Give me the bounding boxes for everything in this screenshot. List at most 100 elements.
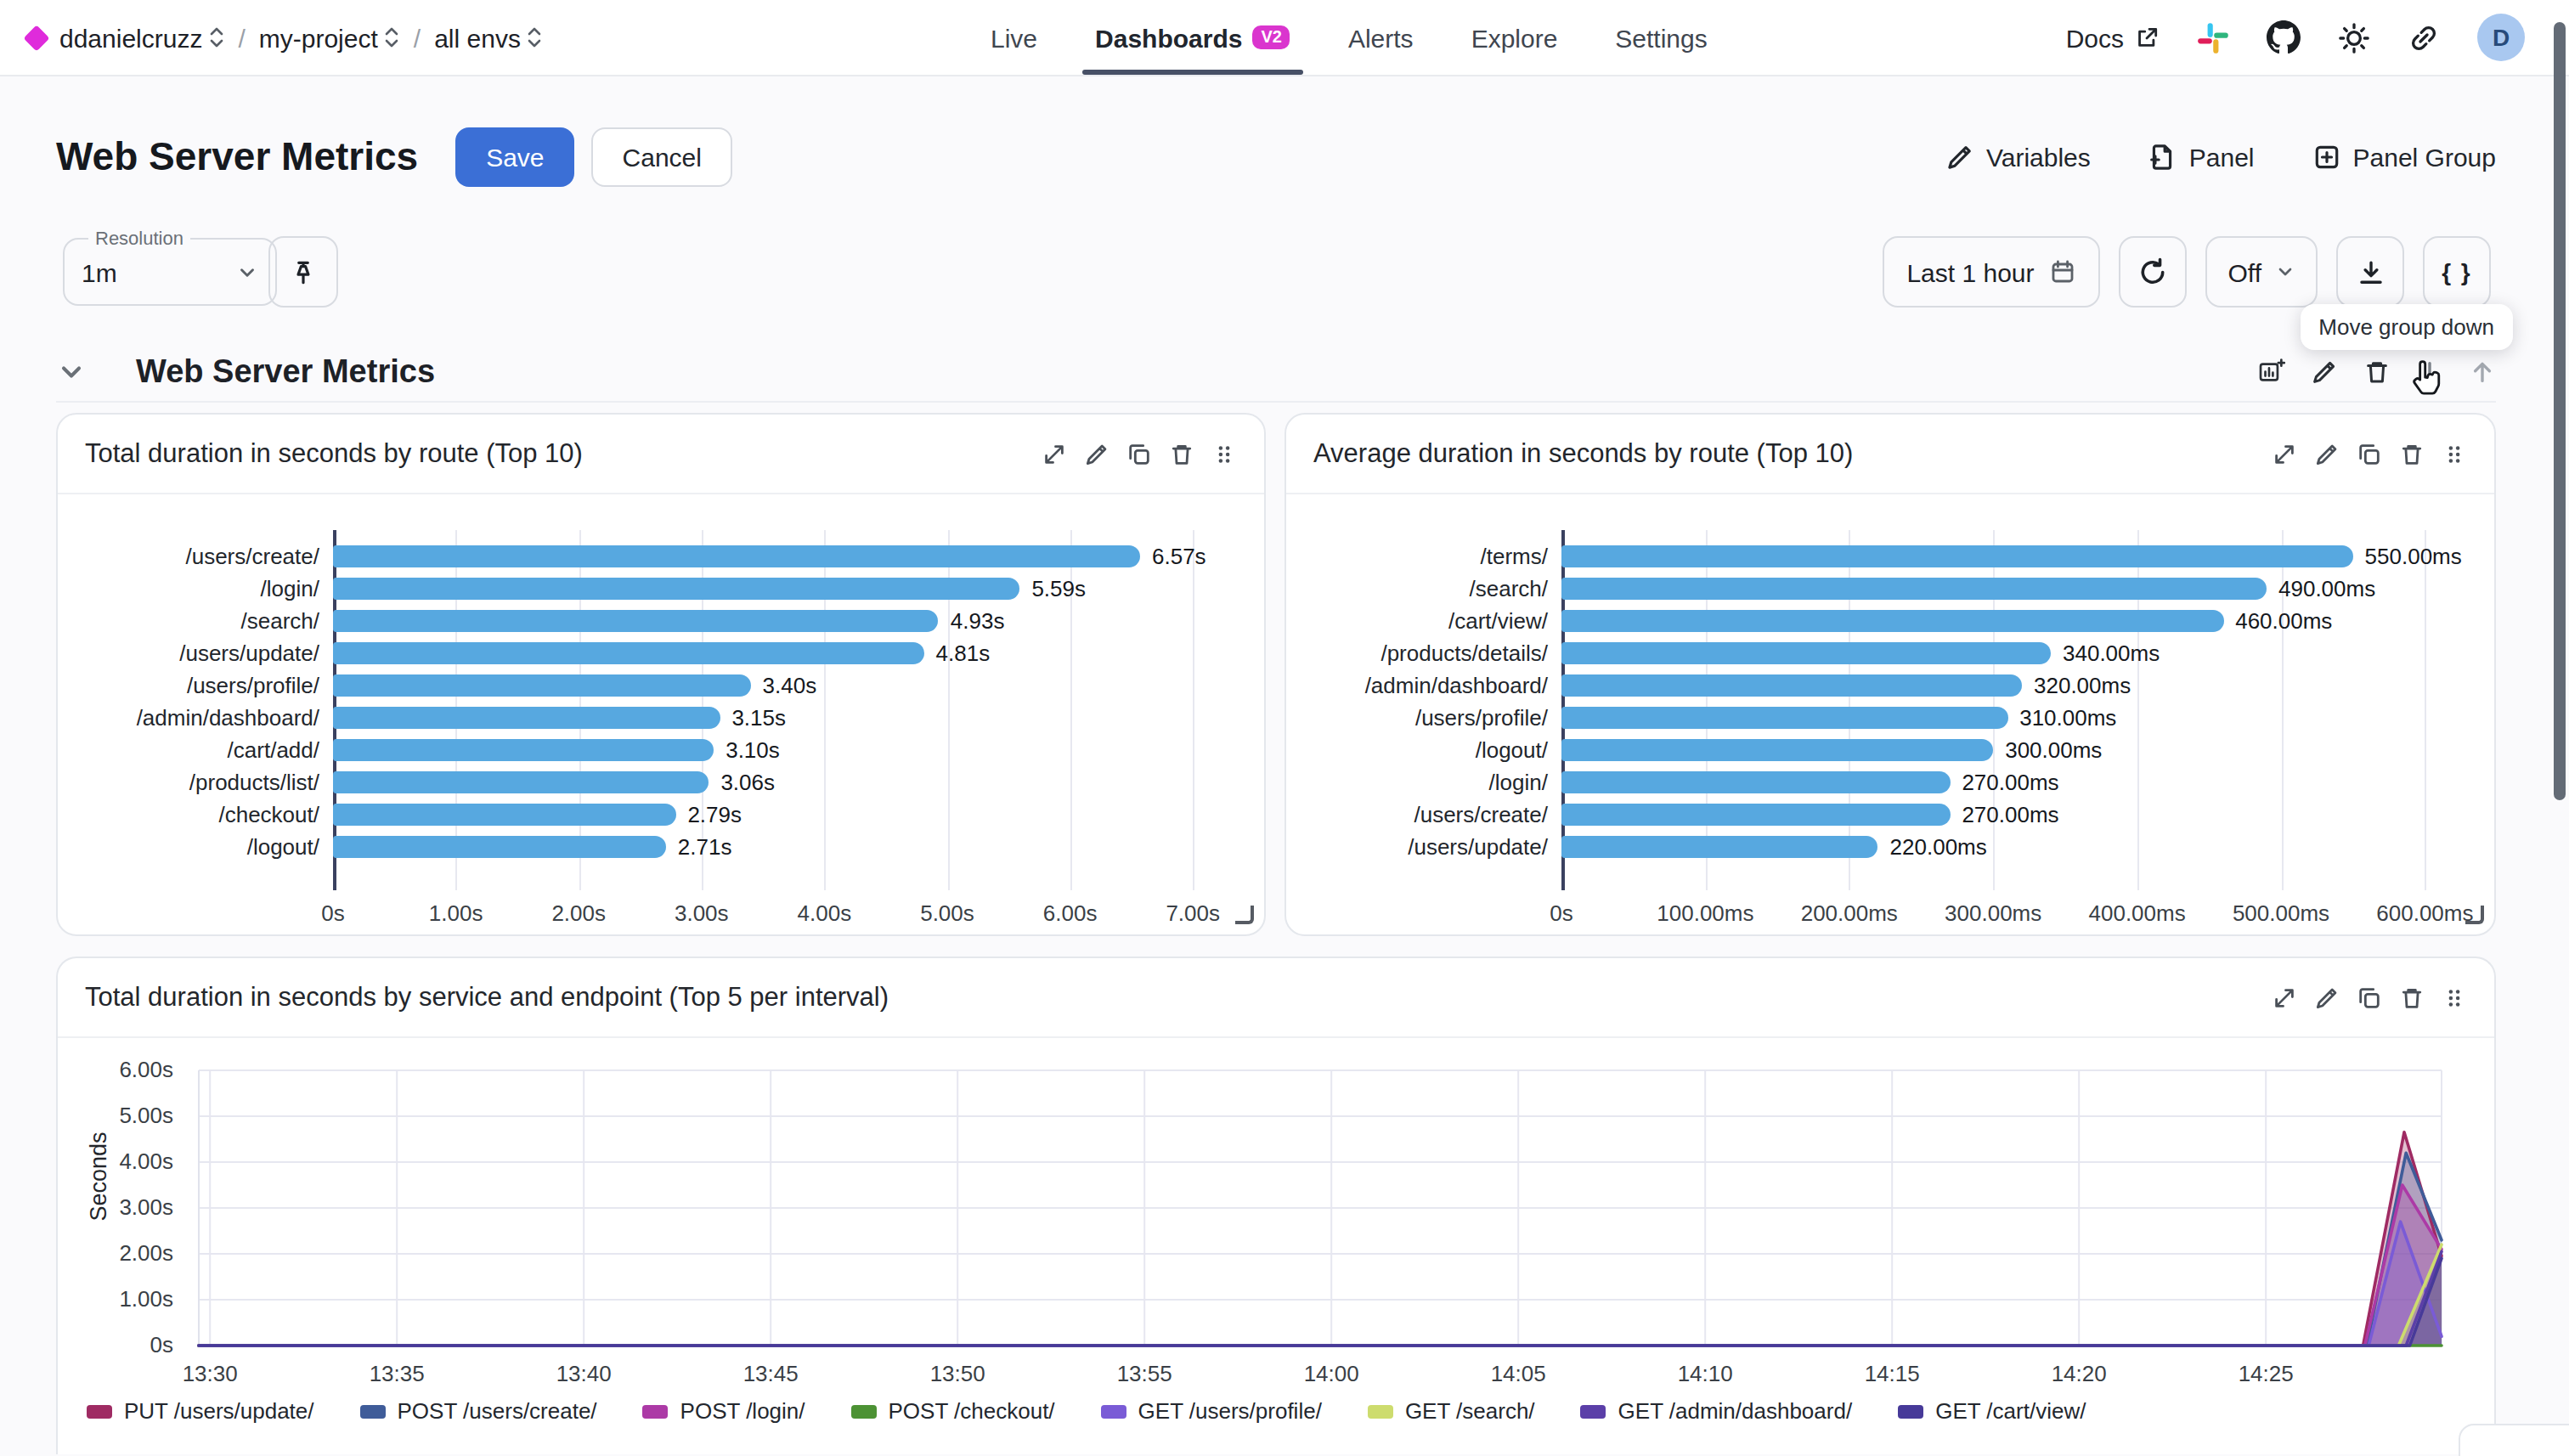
auto-refresh-select[interactable]: Off [2206, 236, 2318, 308]
bar[interactable] [1561, 642, 2051, 664]
delete-icon[interactable] [2363, 358, 2391, 386]
bar-row: /checkout/ 2.79s [58, 799, 1264, 831]
bar-row: /users/create/ 270.00ms [1286, 799, 2494, 831]
panel-group-button[interactable]: Panel Group [2312, 142, 2496, 171]
delete-icon[interactable] [2399, 441, 2425, 466]
bar[interactable] [333, 707, 720, 729]
bar[interactable] [333, 771, 709, 793]
duplicate-icon[interactable] [2357, 985, 2382, 1010]
panel-actions [2272, 985, 2467, 1010]
bar-track: 270.00ms [1561, 799, 2494, 831]
x-tick-label: 14:05 [1491, 1361, 1546, 1386]
env-selector[interactable]: all envs [434, 23, 543, 52]
legend-swatch [360, 1404, 386, 1418]
legend-item[interactable]: GET /search/ [1368, 1398, 1535, 1424]
panel-resize-handle[interactable] [2465, 906, 2484, 924]
scroll-corner [2459, 1424, 2569, 1456]
legend-item[interactable]: GET /admin/dashboard/ [1581, 1398, 1853, 1424]
expand-icon[interactable] [2272, 985, 2297, 1010]
legend-item[interactable]: PUT /users/update/ [87, 1398, 314, 1424]
expand-icon[interactable] [1042, 441, 1067, 466]
app-logo-icon[interactable] [23, 24, 49, 50]
y-tick-label: 2.00s [58, 1240, 173, 1266]
bar[interactable] [333, 804, 675, 826]
move-down-icon[interactable] [2416, 358, 2443, 386]
move-up-icon [2469, 358, 2496, 386]
legend-item[interactable]: POST /login/ [643, 1398, 805, 1424]
x-tick-label: 14:15 [1865, 1361, 1920, 1386]
pin-button[interactable] [268, 236, 338, 308]
docs-label: Docs [2066, 23, 2124, 52]
legend-item[interactable]: GET /users/profile/ [1101, 1398, 1322, 1424]
x-tick-label: 0s [321, 900, 344, 926]
time-range-value: Last 1 hour [1906, 257, 2034, 286]
bar[interactable] [333, 545, 1140, 567]
download-button[interactable] [2336, 236, 2404, 308]
delete-icon[interactable] [2399, 985, 2425, 1010]
refresh-button[interactable] [2120, 236, 2188, 308]
bar[interactable] [333, 610, 939, 632]
tab-alerts[interactable]: Alerts [1348, 0, 1414, 75]
user-avatar[interactable]: D [2477, 14, 2525, 61]
json-editor-button[interactable]: { } [2423, 236, 2491, 308]
bar[interactable] [1561, 545, 2353, 567]
tab-settings[interactable]: Settings [1615, 0, 1707, 75]
bar[interactable] [1561, 771, 1950, 793]
legend-label: GET /cart/view/ [1935, 1398, 2086, 1424]
bar[interactable] [333, 836, 666, 858]
bar[interactable] [1561, 578, 2267, 600]
expand-icon[interactable] [2272, 441, 2297, 466]
legend-item[interactable]: GET /cart/view/ [1898, 1398, 2086, 1424]
bar[interactable] [1561, 707, 2007, 729]
tab-dashboards[interactable]: DashboardsV2 [1095, 0, 1290, 75]
docs-link[interactable]: Docs [2066, 23, 2160, 52]
edit-icon[interactable] [2314, 985, 2340, 1010]
panel-resize-handle[interactable] [1235, 906, 1254, 924]
delete-icon[interactable] [1169, 441, 1194, 466]
x-tick-label: 500.00ms [2233, 900, 2329, 926]
duplicate-icon[interactable] [1126, 441, 1152, 466]
edit-icon[interactable] [2314, 441, 2340, 466]
theme-toggle-sun-icon[interactable] [2338, 21, 2370, 54]
duplicate-icon[interactable] [2357, 441, 2382, 466]
save-button[interactable]: Save [455, 127, 574, 186]
slack-icon[interactable] [2197, 21, 2229, 54]
category-label: /users/create/ [58, 544, 333, 569]
github-icon[interactable] [2267, 20, 2301, 54]
bar[interactable] [1561, 804, 1950, 826]
bar-track: 320.00ms [1561, 669, 2494, 702]
bar[interactable] [1561, 836, 1878, 858]
bar[interactable] [333, 739, 714, 761]
value-label: 270.00ms [1962, 802, 2058, 827]
category-label: /search/ [58, 608, 333, 634]
tab-live[interactable]: Live [991, 0, 1037, 75]
value-label: 300.00ms [2005, 737, 2102, 763]
legend-item[interactable]: POST /checkout/ [851, 1398, 1055, 1424]
bar[interactable] [333, 578, 1019, 600]
tab-explore[interactable]: Explore [1471, 0, 1558, 75]
project-selector[interactable]: my-project [259, 23, 400, 52]
bar[interactable] [333, 642, 924, 664]
edit-icon[interactable] [1084, 441, 1109, 466]
bar-track: 2.71s [333, 831, 1264, 863]
bar[interactable] [333, 674, 751, 697]
panel-button[interactable]: Panel [2148, 142, 2255, 171]
edit-icon[interactable] [2311, 358, 2338, 386]
bar[interactable] [1561, 674, 2022, 697]
org-selector[interactable]: ddanielcruzz [59, 23, 224, 52]
drag-icon[interactable] [2442, 985, 2467, 1010]
bar[interactable] [1561, 610, 2223, 632]
cancel-button[interactable]: Cancel [592, 127, 732, 186]
resolution-select[interactable]: Resolution 1m [63, 238, 277, 306]
collapse-chevron-icon[interactable] [56, 357, 87, 387]
time-range-button[interactable]: Last 1 hour [1883, 236, 2100, 308]
legend-item[interactable]: POST /users/create/ [360, 1398, 597, 1424]
legend-swatch [1898, 1404, 1923, 1418]
variables-button[interactable]: Variables [1945, 142, 2091, 171]
bar[interactable] [1561, 739, 1993, 761]
add-panel-icon[interactable] [2258, 358, 2285, 386]
drag-icon[interactable] [1211, 441, 1237, 466]
drag-icon[interactable] [2442, 441, 2467, 466]
copy-link-icon[interactable] [2408, 21, 2440, 54]
page-scrollbar[interactable] [2554, 22, 2566, 800]
